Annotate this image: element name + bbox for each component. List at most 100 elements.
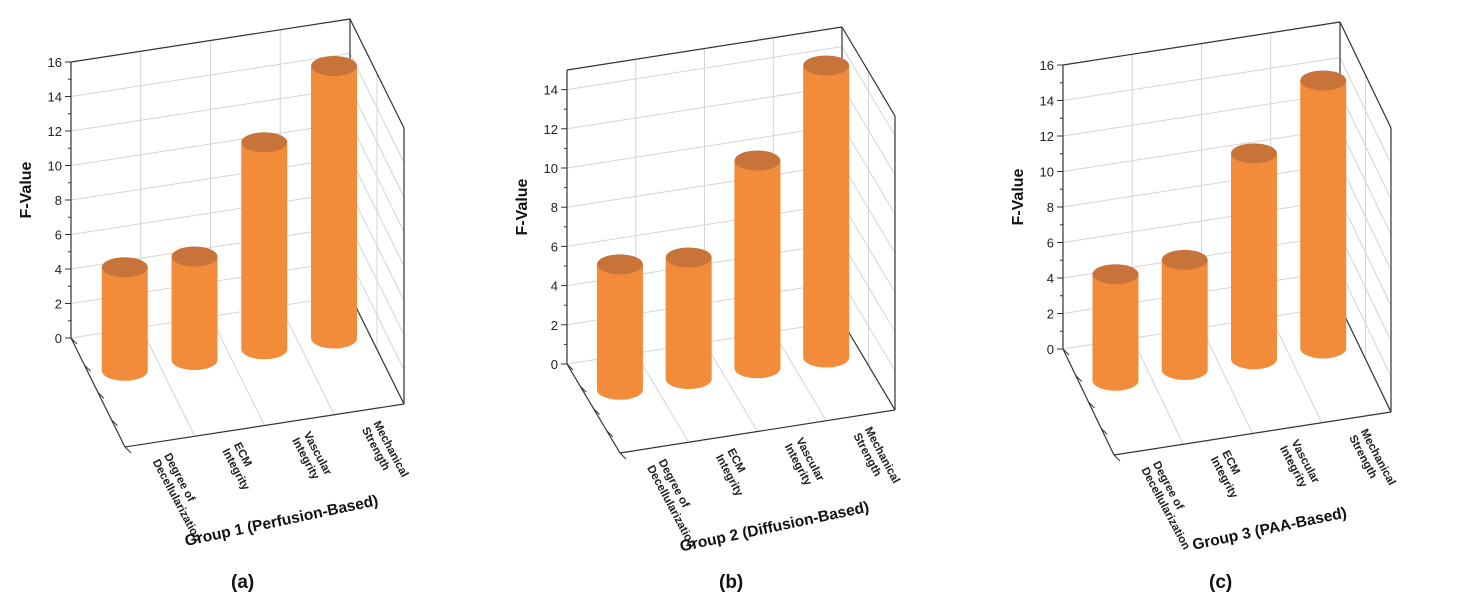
category-label: MechanicalStrength: [850, 425, 901, 491]
category-label: ECMIntegrity: [219, 441, 263, 493]
y-tick-label: 4: [55, 262, 62, 277]
bar-body: [1092, 274, 1139, 391]
bar-top: [1300, 70, 1347, 91]
bar: [1230, 143, 1277, 370]
y-tick-label: 6: [1047, 236, 1054, 251]
axis-line: [841, 26, 896, 117]
bar: [803, 55, 850, 368]
x-tick: [606, 430, 614, 438]
y-tick-label: 8: [55, 193, 62, 208]
category-label: VascularIntegrity: [289, 430, 334, 484]
x-tick: [124, 446, 132, 454]
bar-top: [311, 55, 358, 76]
bars: [101, 55, 358, 381]
y-tick-label: 4: [1047, 271, 1054, 286]
x-tick: [566, 363, 574, 371]
bar: [171, 246, 218, 371]
x-tick: [1113, 454, 1121, 462]
y-axis-ticks: 0 2 4 6 8 10 12 14 16: [1040, 58, 1063, 357]
x-axis-title: Group 3 (PAA-Based): [1191, 504, 1348, 553]
axis-line: [841, 320, 896, 411]
bar-top: [596, 254, 643, 275]
x-tick: [84, 364, 91, 372]
grid-line-floor: [704, 342, 758, 432]
category-label: VascularIntegrity: [782, 436, 827, 490]
axis-line: [1113, 411, 1392, 456]
bar-body: [734, 160, 781, 379]
grid-line-floor: [1131, 338, 1184, 445]
x-tick: [1075, 375, 1083, 382]
y-tick-label: 16: [1040, 58, 1054, 73]
bars: [596, 55, 850, 400]
y-tick-label: 16: [48, 55, 62, 70]
category-label: VascularIntegrity: [1277, 438, 1322, 492]
bar-top: [241, 132, 288, 153]
y-tick-label: 12: [48, 124, 62, 139]
bar-top: [734, 150, 781, 171]
axis-line: [70, 18, 351, 63]
bars: [1092, 70, 1347, 391]
bar-top: [1161, 249, 1208, 270]
y-tick-label: 2: [551, 318, 558, 333]
panel-label-a: (a): [231, 572, 255, 593]
bar-body: [241, 142, 288, 360]
axes-frame: [566, 26, 896, 454]
axis-line: [619, 409, 896, 454]
bar: [596, 254, 643, 400]
y-tick-label: 12: [1040, 129, 1054, 144]
category-label: ECMIntegrity: [713, 447, 757, 499]
y-tick-label: 2: [55, 297, 62, 312]
bar-body: [311, 65, 358, 349]
y-tick-label: 6: [551, 239, 558, 254]
grid-line-floor: [772, 331, 827, 422]
x-tick: [593, 408, 600, 415]
axis-line: [1339, 21, 1392, 129]
grid-line-floor: [635, 352, 690, 443]
axis-line: [349, 294, 405, 405]
bar-top: [665, 247, 712, 268]
bar: [101, 257, 148, 381]
bar: [241, 132, 288, 360]
axis-line: [1062, 21, 1341, 66]
y-tick-label: 14: [48, 90, 62, 105]
bar-body: [1230, 153, 1277, 370]
y-axis-ticks: 0 2 4 6 8 10 12 14 16: [48, 55, 71, 346]
bar: [1300, 70, 1347, 359]
bar: [311, 55, 358, 349]
y-tick-label: 14: [1040, 94, 1054, 109]
bar-top: [1230, 143, 1277, 164]
y-axis-title: F-Value: [1010, 168, 1027, 225]
x-tick: [1062, 348, 1070, 356]
bar-body: [665, 257, 712, 390]
axis-line: [349, 18, 405, 129]
bar-body: [171, 256, 218, 371]
y-tick-label: 8: [551, 200, 558, 215]
category-label: ECMIntegrity: [1208, 449, 1252, 501]
x-tick: [579, 385, 587, 393]
bar-body: [803, 65, 850, 368]
axis-line: [1339, 305, 1392, 413]
y-tick-label: 6: [55, 228, 62, 243]
axis-line: [566, 26, 843, 71]
grid-line-floor: [279, 305, 335, 415]
bar-body: [101, 267, 148, 381]
x-tick: [97, 392, 105, 399]
y-axis-title: F-Value: [514, 178, 531, 235]
category-label: MechanicalStrength: [359, 419, 410, 485]
y-tick-label: 10: [544, 161, 558, 176]
x-axis-title: Group 1 (Perfusion-Based): [183, 492, 379, 550]
axis-line: [124, 403, 405, 448]
x-tick: [1088, 401, 1095, 409]
bar-top: [803, 55, 850, 76]
category-label: MechanicalStrength: [1346, 427, 1397, 493]
y-axis-title: F-Value: [18, 161, 35, 218]
bar-top: [101, 257, 148, 278]
y-tick-label: 2: [1047, 307, 1054, 322]
grid-line-floor: [1270, 316, 1323, 423]
y-tick-label: 10: [48, 159, 62, 174]
x-tick: [1100, 428, 1108, 435]
